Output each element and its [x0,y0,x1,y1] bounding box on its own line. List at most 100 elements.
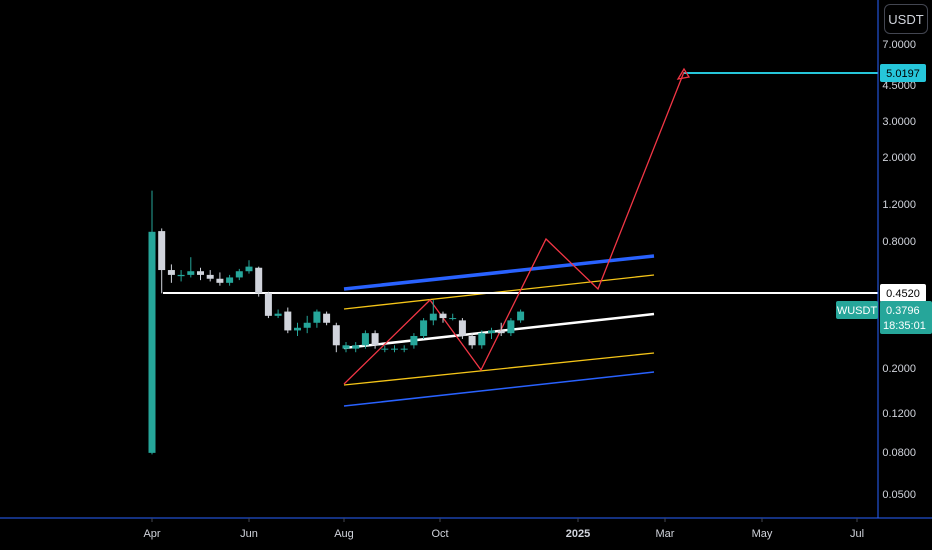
candle-body [517,311,525,321]
candle [177,270,185,282]
candle-body [439,313,447,319]
candle-body [410,336,418,346]
candle [255,266,263,297]
candles-layer [148,190,525,455]
candle-body [323,313,331,323]
candle [167,264,175,283]
candle-body [458,320,466,337]
candle [488,327,495,339]
candle-body [264,293,272,316]
level-price-label: 5.0197 [886,68,920,80]
price-axis[interactable]: 7.0000 4.5000 3.0000 2.0000 1.2000 0.8000 0.20… [882,39,916,501]
candle [294,322,301,337]
candle-body [420,320,428,337]
candle-body [187,271,195,275]
time-tick-label: Jun [240,528,258,540]
candle-body [497,330,505,334]
candle [391,345,398,353]
candle-body [313,311,321,323]
candle [206,270,214,282]
time-tick-label: Aug [334,528,354,540]
candle [245,260,253,274]
time-tick-label: Mar [656,528,675,540]
time-tick-label: Oct [431,528,448,540]
candle-body [284,311,292,331]
candle-body [449,318,457,320]
candle-body [381,348,389,350]
price-tick-label: 0.8000 [882,236,916,248]
candle [468,333,476,349]
candle-body [226,277,234,283]
candle [400,345,408,353]
price-tick-label: 7.0000 [882,39,916,51]
candle-body [488,330,495,334]
candle-body [197,271,204,275]
candle [439,311,447,323]
candle-body [216,278,224,283]
candle-body [177,274,185,277]
candle-body [361,333,369,346]
trend-drawings [163,67,878,407]
candle [429,300,437,326]
time-tick-label: Jul [850,528,864,540]
candle-body [255,267,263,294]
candle [323,311,331,326]
candle [478,330,486,349]
projection-arrowhead [676,67,691,80]
time-tick-label: May [752,528,773,540]
yellow-channel-bottom-line [343,352,655,386]
level-price-label-bg [880,64,926,82]
candle [148,190,156,455]
candle [303,315,311,334]
candle [313,309,321,328]
candle [371,330,379,349]
candle [410,333,418,349]
price-tick-label: 1.2000 [882,199,916,211]
candle [517,309,525,323]
candle-body [158,231,166,271]
level-price-label: 0.4520 [886,288,920,300]
candle [497,322,505,337]
candle [342,342,350,353]
candle-body [371,333,379,346]
price-tick-label: 0.1200 [882,408,916,420]
candle [274,309,282,319]
candle [284,307,292,334]
candle-body [391,348,398,350]
blue-channel-bottom-line [343,371,655,407]
candle-body [507,320,515,334]
price-tick-label: 0.0800 [882,447,916,459]
price-tick-label: 0.2000 [882,363,916,375]
symbol-tag: WUSDT [837,305,878,317]
candle [187,257,195,278]
candle-body [294,327,301,331]
candle [361,330,369,349]
currency-button[interactable]: USDT [884,4,928,34]
candle [352,342,360,353]
price-tick-label: 0.0500 [882,489,916,501]
candle [158,228,166,294]
currency-label: USDT [888,11,924,27]
candle [507,318,515,337]
projection-path [343,71,685,385]
time-axis[interactable]: Apr Jun Aug Oct 2025 Mar May Jul [143,518,864,540]
last-price-label-bg [880,301,932,334]
candle [226,274,234,286]
candle-body [167,270,175,275]
candle [420,318,428,339]
candle-body [303,322,311,328]
symbol-tag-bg [836,301,878,319]
candle [235,268,243,281]
price-tick-label: 4.5000 [882,80,916,92]
price-tick-label: 3.0000 [882,116,916,128]
candle [458,318,466,339]
bar-countdown: 18:35:01 [883,320,926,332]
candle-body [468,336,476,346]
candle-body [352,345,360,349]
blue-channel-top-line [343,254,655,291]
candle-body [400,348,408,350]
candle [332,322,340,353]
price-labels: 0.4520 5.0197 WUSDT 0.3796 18:35:01 [836,64,932,334]
candle [197,267,204,281]
